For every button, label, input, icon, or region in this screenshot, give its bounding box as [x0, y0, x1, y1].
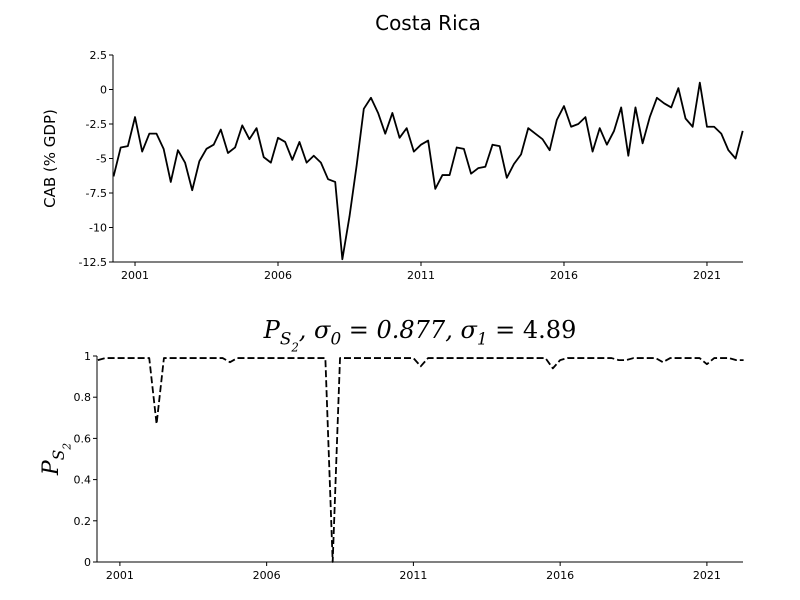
y-tick-label: 2.5: [90, 49, 108, 62]
chart-title: PS2, σ0 = 0.877, σ1 = 4.89: [263, 316, 577, 354]
label-part: 1: [477, 329, 488, 349]
label-part: S: [280, 329, 292, 349]
x-tick-label: 2006: [253, 569, 281, 582]
data-line: [97, 357, 744, 563]
x-tick-label: 2011: [399, 569, 427, 582]
label-part: = 0.877, σ: [341, 316, 477, 344]
y-tick-label: -10: [89, 222, 107, 235]
label-part: , σ: [299, 316, 331, 344]
y-tick-label: 0: [100, 84, 107, 97]
label-part: 2: [290, 340, 298, 354]
y-tick-label: -2.5: [86, 118, 107, 131]
y-tick-label: 0.4: [74, 474, 92, 487]
label-part: P: [39, 459, 64, 476]
x-tick-label: 2016: [546, 569, 574, 582]
data-line: [112, 81, 744, 261]
chart-title: Costa Rica: [375, 11, 481, 35]
y-tick-label: 0: [84, 556, 91, 569]
x-tick-label: 2006: [264, 269, 292, 282]
x-tick-label: 2011: [407, 269, 435, 282]
label-part: S: [50, 450, 68, 461]
label-part: 2: [60, 443, 73, 451]
x-tick-label: 2001: [106, 569, 134, 582]
y-tick-label: -5: [96, 153, 107, 166]
label-part: P: [263, 316, 281, 344]
x-tick-label: 2016: [550, 269, 578, 282]
label-part: = 4.89: [488, 316, 577, 344]
y-tick-label: -7.5: [86, 187, 107, 200]
y-tick-label: -12.5: [79, 256, 107, 269]
y-axis-label: CAB (% GDP): [41, 109, 59, 208]
x-tick-label: 2021: [693, 269, 721, 282]
y-tick-label: 1: [84, 350, 91, 363]
label-part: 0: [330, 329, 341, 349]
x-tick-label: 2001: [121, 269, 149, 282]
y-axis-label: PS2: [39, 443, 73, 476]
y-tick-label: 0.8: [74, 391, 92, 404]
x-tick-label: 2021: [693, 569, 721, 582]
y-tick-label: 0.2: [74, 515, 92, 528]
y-tick-label: 0.6: [74, 432, 92, 445]
